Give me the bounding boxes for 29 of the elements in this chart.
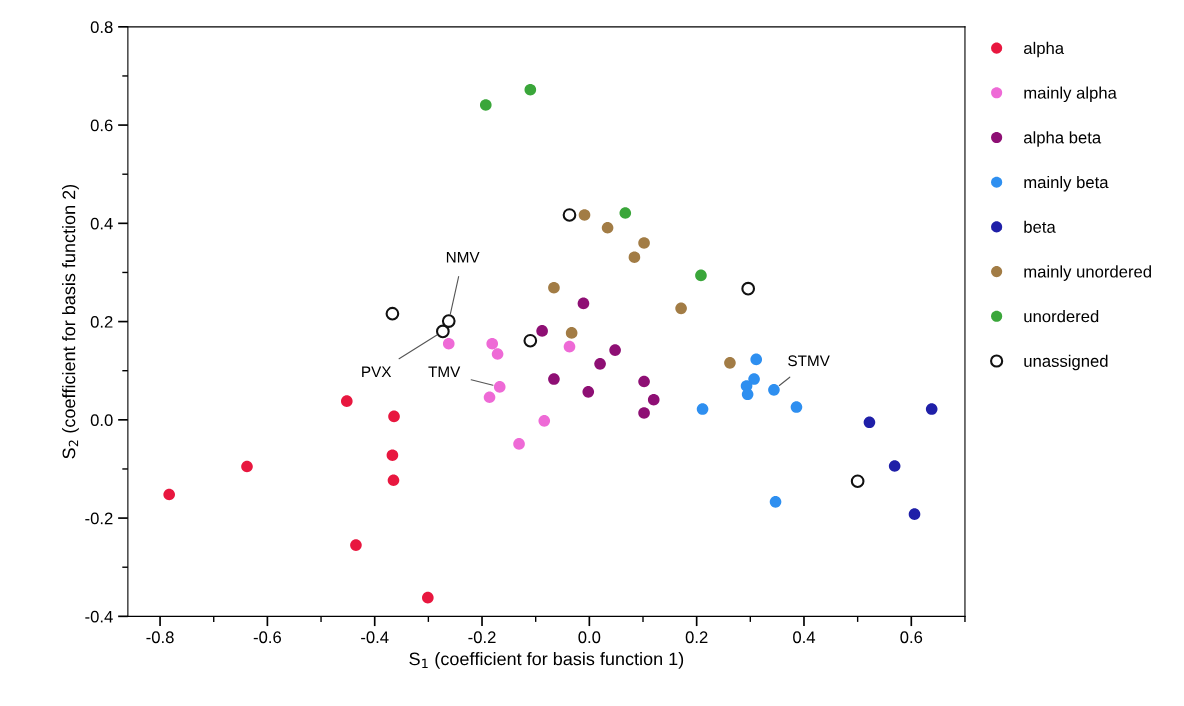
y-tick-label: 0.4 xyxy=(90,217,113,230)
legend-label: alpha xyxy=(1024,41,1065,58)
y-tick-label: 0.2 xyxy=(90,315,113,328)
x-tick-label: -0.4 xyxy=(361,631,389,644)
y-tick-label: -0.4 xyxy=(85,610,113,623)
x-tick-label: 0.6 xyxy=(900,631,923,644)
y-axis-title: S$_{2}$ (coefficient for basis function 2) xyxy=(62,184,79,459)
x-axis-title: S$_{1}$ (coefficient for basis function 1) xyxy=(409,652,684,669)
x-tick-label: -0.8 xyxy=(146,631,174,644)
x-tick-label: -0.6 xyxy=(253,631,282,644)
annotation: TMV xyxy=(428,366,461,377)
x-tick-label: 0.2 xyxy=(685,631,708,644)
legend-label: mainly alpha xyxy=(1024,86,1117,103)
x-tick-label: -0.2 xyxy=(468,631,496,644)
legend-label: alpha beta xyxy=(1024,131,1102,147)
y-tick-label: 0.0 xyxy=(90,414,113,427)
annotation: NMV xyxy=(446,252,480,263)
y-tick-label: 0.8 xyxy=(90,21,113,34)
legend-label: unordered xyxy=(1024,310,1099,323)
annotation: STMV xyxy=(788,355,830,367)
legend-label: unassigned xyxy=(1024,354,1108,371)
annotation: PVX xyxy=(362,366,392,378)
x-tick-label: 0.4 xyxy=(793,631,816,644)
y-tick-label: 0.6 xyxy=(90,119,113,132)
legend-label: mainly beta xyxy=(1024,175,1109,192)
legend-label: beta xyxy=(1024,220,1056,233)
x-tick-label: 0.0 xyxy=(578,631,601,644)
y-tick-label: -0.2 xyxy=(85,512,113,525)
legend-label: mainly unordered xyxy=(1024,265,1151,281)
